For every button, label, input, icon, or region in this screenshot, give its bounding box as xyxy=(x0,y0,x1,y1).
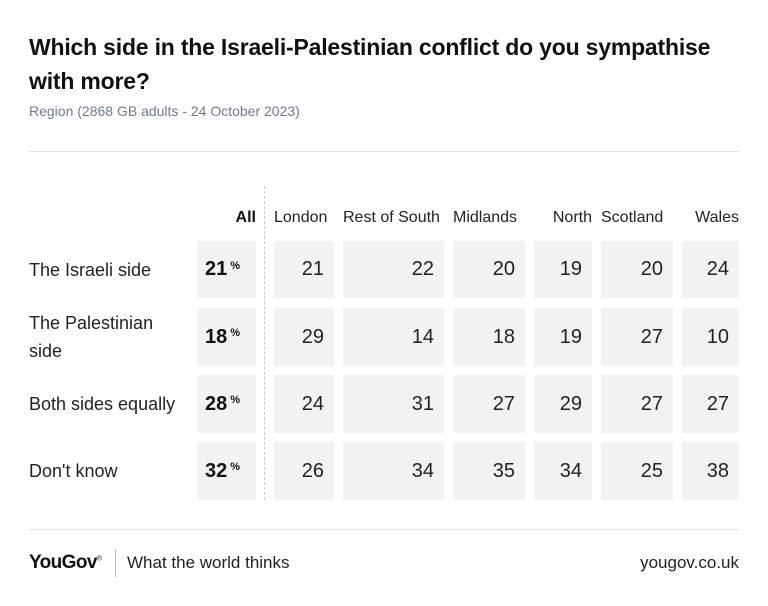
table-cell: 19 xyxy=(534,241,592,298)
column-header-north: North xyxy=(552,209,592,226)
table-cell-all: 21% xyxy=(197,241,256,298)
table-cell: 27 xyxy=(601,308,673,366)
row-label-the-israeli-side: The Israeli side xyxy=(29,259,152,280)
table-cell-all: 28% xyxy=(197,375,256,433)
table-cell: 24 xyxy=(682,241,739,298)
table-cell: 31 xyxy=(343,375,444,433)
table-cell: 10 xyxy=(682,308,739,366)
table-cell: 27 xyxy=(682,375,739,433)
column-header-london: London xyxy=(274,209,328,226)
table-cell: 20 xyxy=(601,241,673,298)
table-cell: 25 xyxy=(601,442,673,500)
footer-site: yougov.co.uk xyxy=(640,553,739,572)
column-header-rest-of-south: Rest of South xyxy=(343,209,440,226)
column-header-wales: Wales xyxy=(695,209,739,226)
table-cell: 34 xyxy=(343,442,444,500)
row-label-don-t-know: Don't know xyxy=(29,461,118,481)
all-column-divider xyxy=(264,186,265,500)
table-cell: 20 xyxy=(453,241,525,298)
table-cell: 18 xyxy=(453,308,525,366)
table-cell: 19 xyxy=(534,308,592,366)
footer-tagline: What the world thinks xyxy=(127,553,290,572)
yougov-logo: YouGov® xyxy=(29,552,102,573)
column-header-all: All xyxy=(235,209,256,226)
row-label-the-palestinian-side: The Palestinian side xyxy=(29,313,154,361)
table-cell: 24 xyxy=(274,375,334,433)
table-cell-all: 32% xyxy=(197,442,256,500)
table-cell: 26 xyxy=(274,442,334,500)
table-cell: 22 xyxy=(343,241,444,298)
table-cell: 21 xyxy=(274,241,334,298)
chart-title: Which side in the Israeli-Palestinian co… xyxy=(29,34,711,94)
table-cell: 34 xyxy=(534,442,592,500)
row-label-both-sides-equally: Both sides equally xyxy=(29,394,176,414)
percent-sign: % xyxy=(230,461,240,473)
percent-sign: % xyxy=(230,394,240,406)
column-header-midlands: Midlands xyxy=(453,209,518,226)
top-divider xyxy=(29,151,739,152)
chart-subtitle: Region (2868 GB adults - 24 October 2023… xyxy=(29,103,300,119)
bottom-divider xyxy=(29,529,739,530)
table-cell: 14 xyxy=(343,308,444,366)
table-cell: 35 xyxy=(453,442,525,500)
table-cell: 27 xyxy=(453,375,525,433)
table-cell: 29 xyxy=(534,375,592,433)
table-cell: 27 xyxy=(601,375,673,433)
table-cell-all: 18% xyxy=(197,308,256,366)
footer-separator xyxy=(115,549,116,577)
percent-sign: % xyxy=(230,259,240,272)
percent-sign: % xyxy=(230,327,240,339)
column-header-scotland: Scotland xyxy=(601,209,664,226)
table-cell: 29 xyxy=(274,308,334,366)
table-cell: 38 xyxy=(682,442,739,500)
